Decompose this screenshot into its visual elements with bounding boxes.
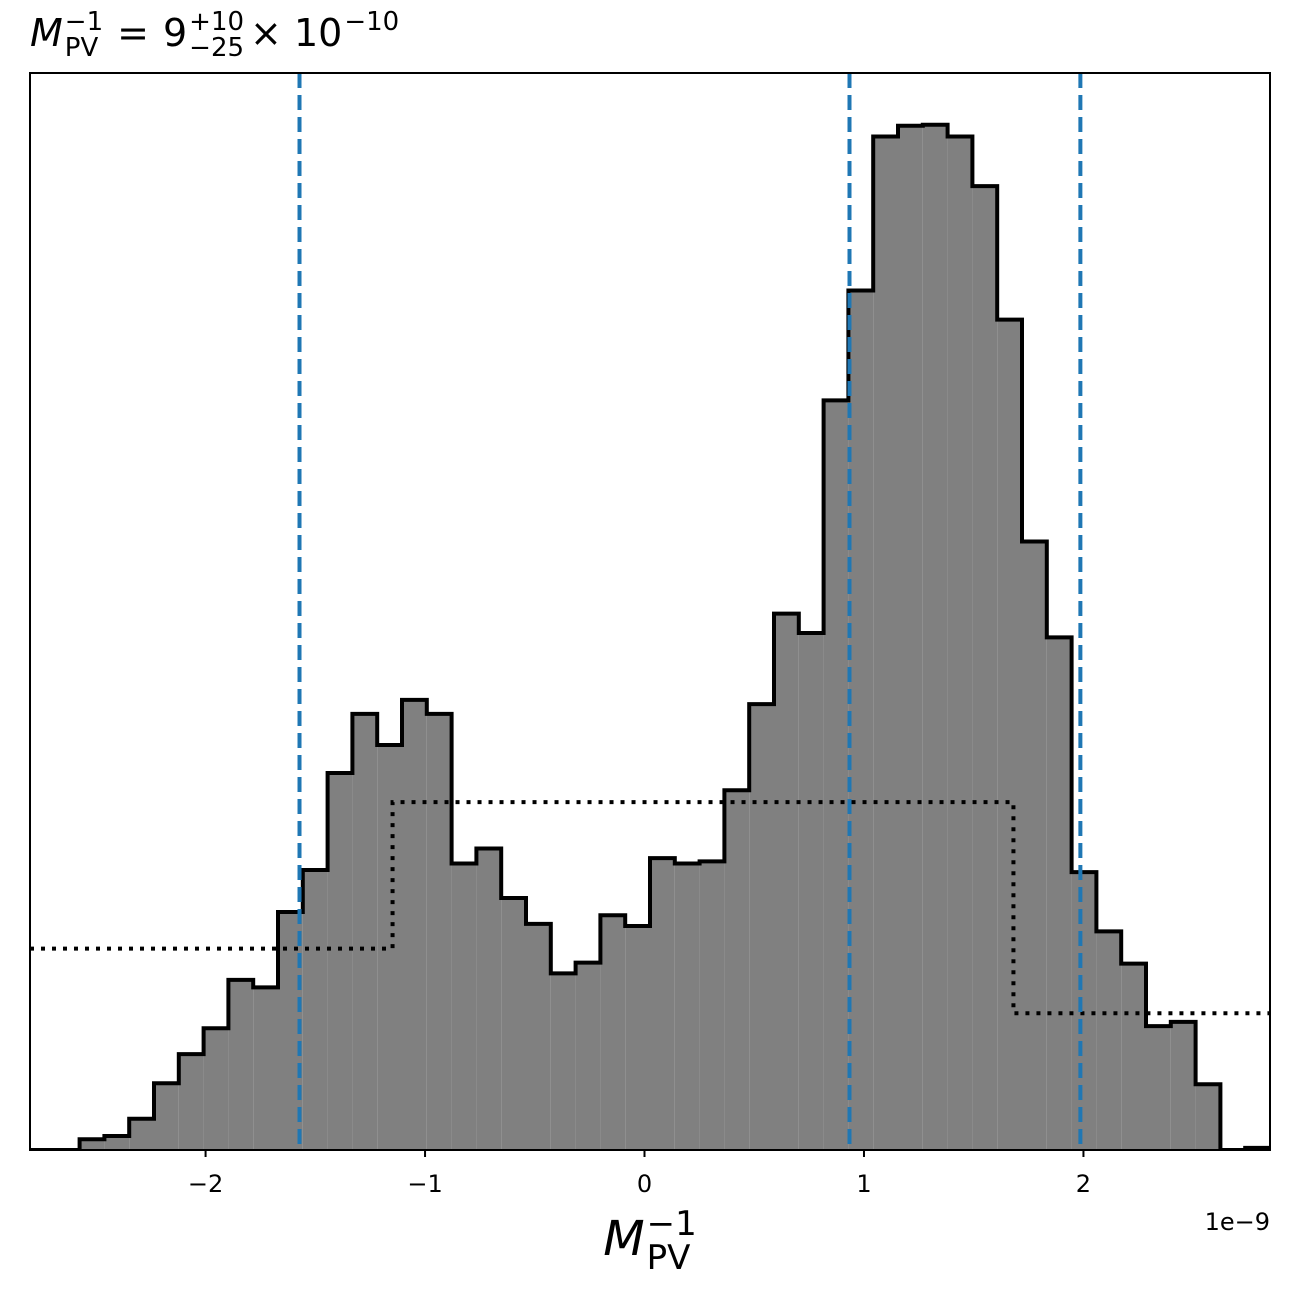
bar <box>699 861 725 1150</box>
title-minus: −25 <box>189 33 244 63</box>
bar <box>724 790 750 1150</box>
bar <box>526 923 551 1150</box>
bar <box>1022 541 1047 1150</box>
title-mantissa: 9 <box>163 11 187 55</box>
bar <box>377 745 402 1150</box>
x-offset-text: 1e−9 <box>1205 1208 1270 1236</box>
bar <box>79 1139 105 1150</box>
bar <box>203 1028 229 1150</box>
bar <box>922 124 948 1150</box>
title-equals: = <box>117 11 149 55</box>
bar <box>600 915 626 1150</box>
bar <box>550 973 576 1150</box>
bar <box>178 1054 204 1150</box>
bar <box>1195 1084 1221 1150</box>
bar <box>1170 1021 1196 1150</box>
bar <box>1046 637 1072 1150</box>
title-symbol: M <box>30 11 63 55</box>
x-tick-label: 2 <box>1076 1170 1091 1198</box>
bar <box>501 897 526 1150</box>
bar <box>972 186 998 1150</box>
bar <box>625 925 650 1150</box>
title-times: × 10 <box>250 11 342 55</box>
bar <box>154 1083 179 1150</box>
bar <box>302 869 328 1150</box>
bar <box>798 633 824 1150</box>
axes-frame <box>29 72 1271 1151</box>
title-sup: −1 <box>65 7 103 37</box>
title-plus: +10 <box>189 7 244 37</box>
xlabel-symbol: M <box>603 1211 644 1267</box>
bar <box>228 979 254 1150</box>
xlabel-sup: −1 <box>647 1204 697 1244</box>
xlabel-sub: PV <box>647 1238 691 1278</box>
bar <box>823 400 849 1150</box>
title-sub: PV <box>65 33 99 63</box>
bar <box>402 699 427 1150</box>
bar <box>873 136 898 1150</box>
bar <box>451 863 477 1150</box>
bar <box>327 773 353 1150</box>
histogram-outline <box>30 122 1270 1150</box>
x-axis-label: M −1PV <box>603 1204 697 1278</box>
x-tick-label: −2 <box>188 1170 223 1198</box>
title-exponent: −10 <box>344 7 399 37</box>
x-tick-label: −1 <box>407 1170 442 1198</box>
bar <box>575 962 601 1150</box>
bar <box>104 1135 130 1150</box>
bar <box>1096 931 1122 1150</box>
bar <box>898 125 923 1150</box>
bar <box>426 713 452 1150</box>
bar <box>848 290 874 1150</box>
x-tick-label: 1 <box>856 1170 871 1198</box>
bar <box>1071 872 1097 1150</box>
bar <box>1121 963 1146 1150</box>
bar <box>774 613 799 1150</box>
x-tick-label: 0 <box>637 1170 652 1198</box>
bar <box>674 863 700 1150</box>
bar <box>749 704 774 1150</box>
bar <box>352 713 378 1150</box>
bar <box>1146 1026 1171 1150</box>
bar <box>129 1118 154 1150</box>
bar <box>650 858 675 1150</box>
bar <box>997 319 1022 1150</box>
plot <box>30 73 1270 1150</box>
bar <box>253 987 278 1150</box>
bar <box>476 848 502 1150</box>
bar <box>947 136 973 1150</box>
